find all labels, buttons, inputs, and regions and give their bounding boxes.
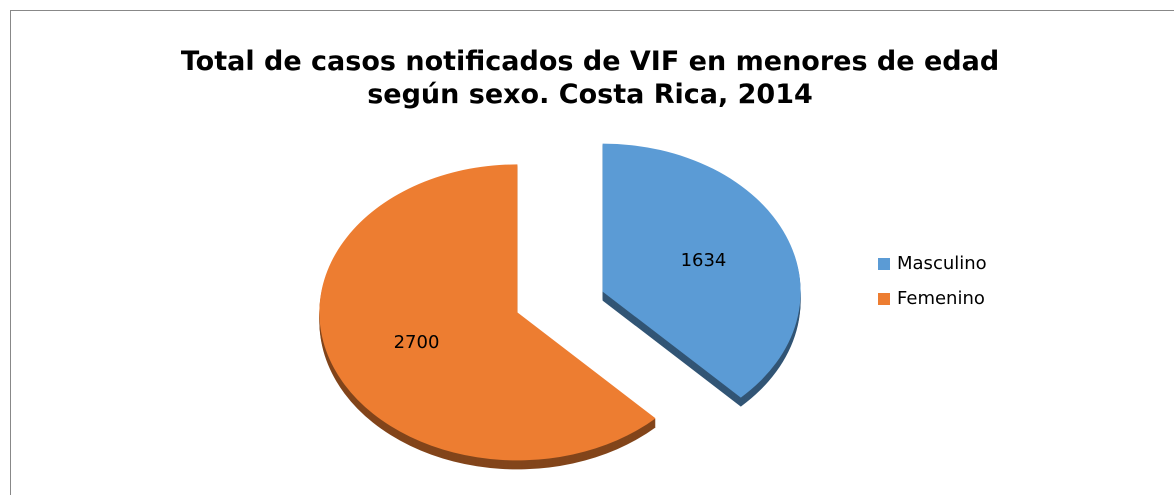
data-label: 2700 [394,332,440,353]
legend-label: Femenino [897,288,985,309]
legend-swatch [878,293,890,305]
chart-title: Total de casos notificados de VIF en men… [180,46,1000,110]
legend-swatch [878,258,890,270]
pie-slice [319,164,656,461]
pie-slice [602,143,801,398]
title-box: Total de casos notificados de VIF en men… [180,46,1000,110]
legend-label: Masculino [897,253,987,274]
data-label: 1634 [681,250,727,271]
